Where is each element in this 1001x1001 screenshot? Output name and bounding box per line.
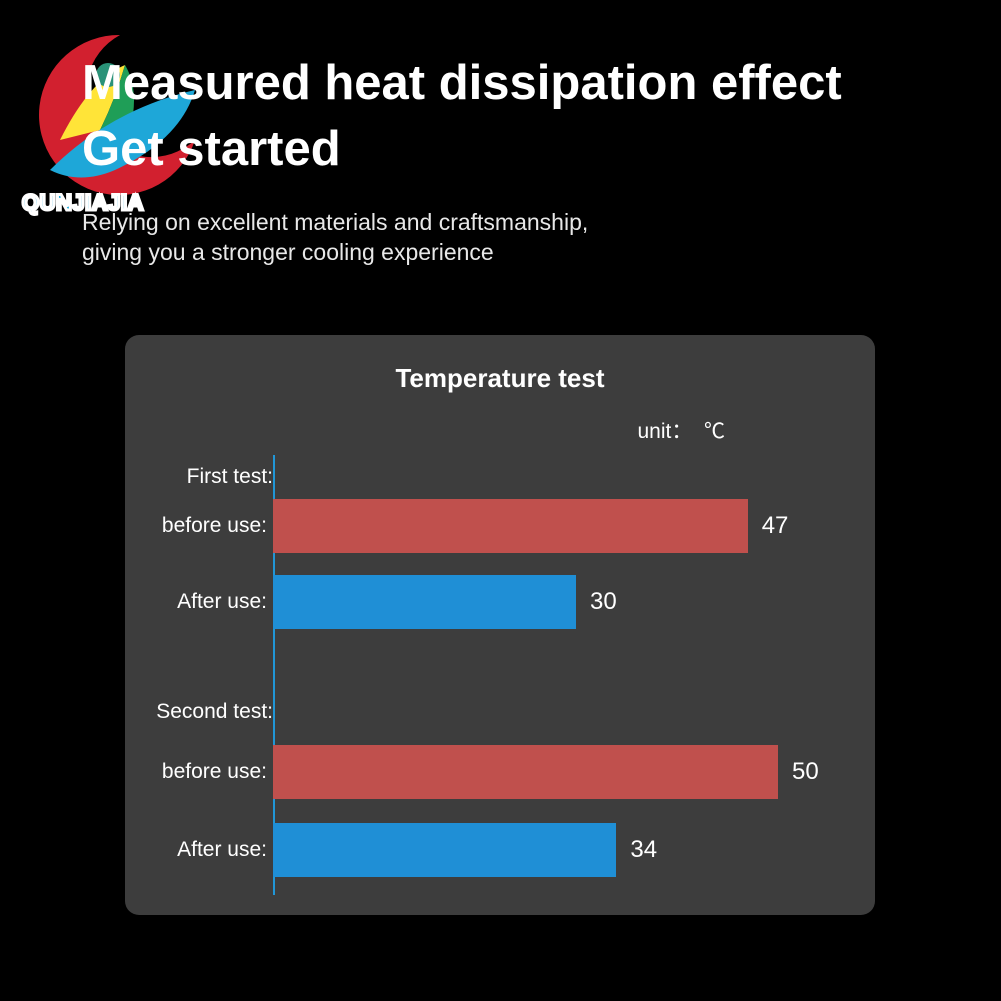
chart-title: Temperature test <box>155 363 845 394</box>
bar-second-after <box>273 823 616 877</box>
page-subheading: Relying on excellent materials and craft… <box>82 208 588 268</box>
bar-label: before use: <box>162 760 267 784</box>
temperature-chart-panel: Temperature test unit： ℃ First test: bef… <box>125 335 875 915</box>
title-line-2: Get started <box>82 122 341 176</box>
bar-label: before use: <box>162 514 267 538</box>
bar-label: After use: <box>177 590 267 614</box>
bar-row-first-after: After use: 30 <box>273 575 617 629</box>
bar-row-second-before: before use: 50 <box>273 745 819 799</box>
subtitle-line-1: Relying on excellent materials and craft… <box>82 209 588 235</box>
bar-row-first-before: before use: 47 <box>273 499 788 553</box>
chart-plot-area: First test: before use: 47 After use: 30… <box>155 455 845 895</box>
bar-label: After use: <box>177 838 267 862</box>
group-label-second-test: Second test: <box>156 700 273 724</box>
title-line-1: Measured heat dissipation effect <box>82 56 842 110</box>
chart-unit-label: unit： ℃ <box>637 415 725 445</box>
bar-first-before <box>273 499 748 553</box>
bar-first-after <box>273 575 576 629</box>
subtitle-line-2: giving you a stronger cooling experience <box>82 239 494 265</box>
bar-value: 50 <box>792 758 819 786</box>
bar-second-before <box>273 745 778 799</box>
bar-value: 47 <box>762 512 789 540</box>
bar-value: 30 <box>590 588 617 616</box>
bar-value: 34 <box>630 836 657 864</box>
bar-row-second-after: After use: 34 <box>273 823 657 877</box>
group-label-first-test: First test: <box>187 465 273 489</box>
page-heading: Measured heat dissipation effect Get sta… <box>82 50 961 182</box>
